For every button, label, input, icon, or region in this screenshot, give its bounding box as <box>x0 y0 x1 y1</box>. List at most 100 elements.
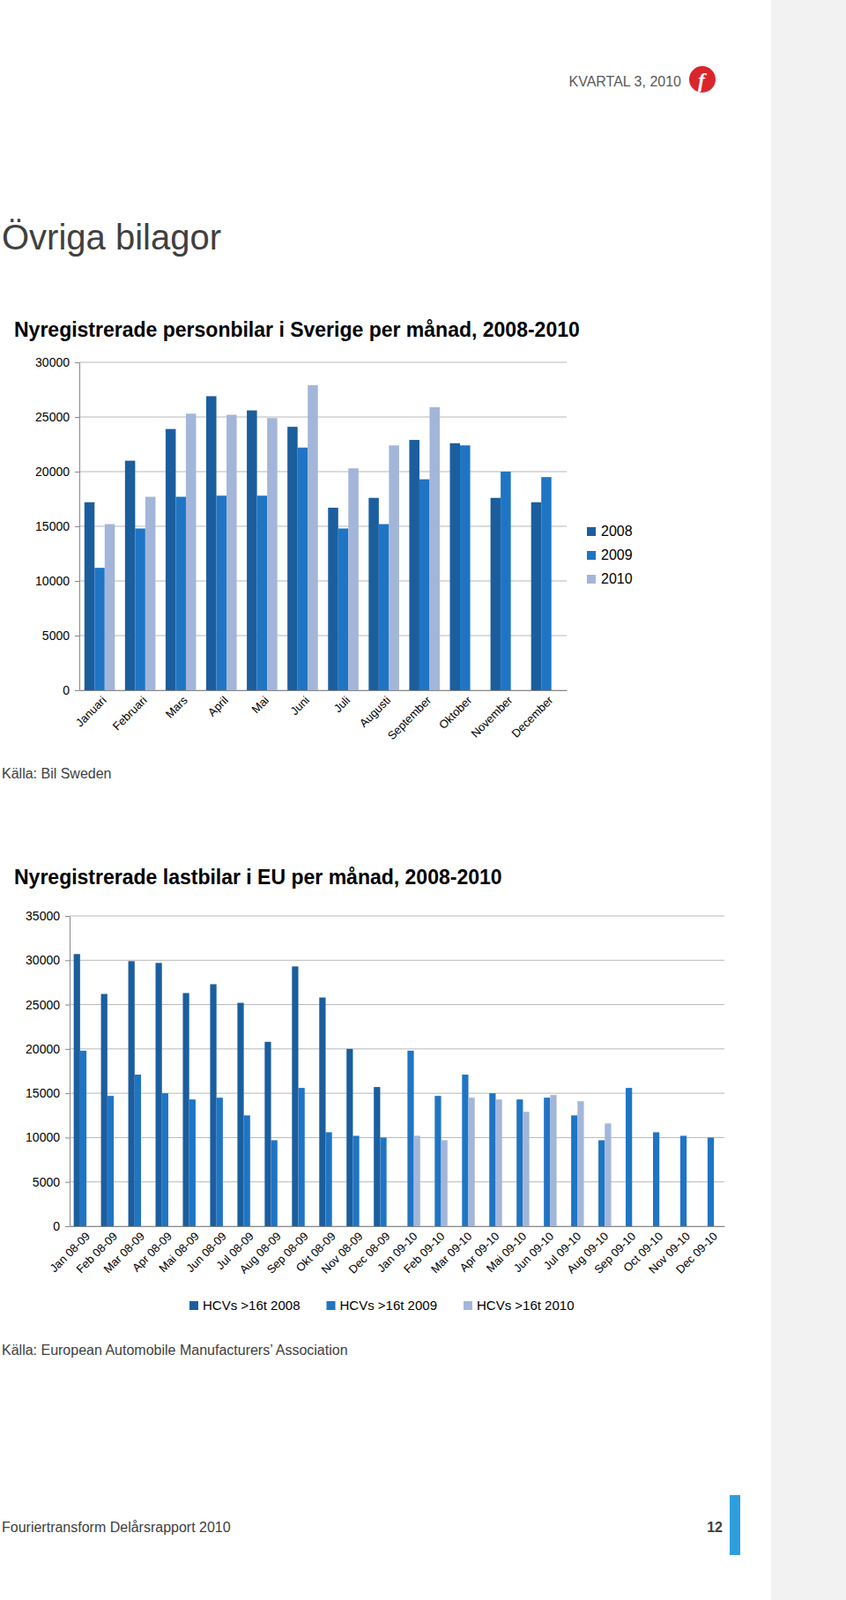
bar <box>226 415 238 691</box>
bar <box>604 1122 611 1226</box>
chart: Nyregistrerade lastbilar i EU per månad,… <box>1 865 726 1358</box>
page-svg: KVARTAL 3, 2010fÖvriga bilagorNyregistre… <box>0 0 846 1600</box>
axis-line <box>70 1225 726 1227</box>
bar <box>101 994 108 1226</box>
tick-label: 35000 <box>25 908 60 923</box>
bar <box>348 467 359 691</box>
source: Källa: Bil Sweden <box>1 765 112 781</box>
bar <box>653 1131 660 1226</box>
tick-label: 10000 <box>25 1129 60 1144</box>
bar <box>500 471 512 691</box>
tick: Augusti <box>356 693 394 730</box>
legend: 200820092010 <box>586 523 633 587</box>
x-axis: JanuariFebruariMarsAprilMaiJuniJuliAugus… <box>73 690 568 743</box>
tick: Juni <box>288 693 313 719</box>
tick-label: 15000 <box>35 519 70 534</box>
legend-swatch <box>586 550 596 560</box>
tick-label: 25000 <box>35 409 70 424</box>
series <box>80 1050 714 1226</box>
tick: Dec 09-10 <box>673 1229 720 1277</box>
bar <box>287 426 298 691</box>
page-number: 12 <box>706 1519 723 1535</box>
bars <box>84 385 552 691</box>
grid-line <box>79 471 567 473</box>
bar <box>549 1094 557 1226</box>
tick-mark <box>74 690 80 691</box>
logo-text: f <box>697 68 707 92</box>
bar <box>216 1097 223 1226</box>
tick: 30000 <box>25 952 70 967</box>
bar <box>267 417 278 691</box>
bar <box>373 1086 380 1226</box>
bar <box>429 407 440 691</box>
tick: 25000 <box>35 409 80 424</box>
legend-label: 2009 <box>601 547 633 563</box>
tick-label: 5000 <box>42 628 70 643</box>
bar <box>246 410 258 691</box>
bar <box>461 1074 468 1226</box>
bar <box>307 385 319 691</box>
tick-label: December <box>508 692 556 740</box>
bar <box>388 445 400 691</box>
bar <box>162 1092 169 1226</box>
bar <box>541 476 552 691</box>
bar <box>495 1098 502 1226</box>
bar <box>216 495 228 691</box>
tick-mark <box>65 915 70 917</box>
tick-mark <box>74 526 80 527</box>
bar <box>531 502 542 691</box>
tick: 20000 <box>25 1041 70 1056</box>
tick-label: Mars <box>163 692 191 720</box>
tick: 10000 <box>25 1129 70 1144</box>
tick: 0 <box>52 1218 70 1233</box>
tick: December <box>508 692 556 740</box>
grid <box>79 362 567 691</box>
axis-line <box>79 363 81 691</box>
legend-label: HCVs >16t 2010 <box>476 1297 575 1313</box>
tick-mark <box>74 416 80 418</box>
bar <box>490 497 502 691</box>
tick-label: Juli <box>331 693 353 715</box>
tick-label: April <box>205 693 231 720</box>
tick-label: 10000 <box>35 573 70 588</box>
bar <box>319 997 326 1226</box>
tick-label: 0 <box>52 1218 60 1233</box>
bar <box>298 1087 305 1226</box>
tick-mark <box>74 362 80 364</box>
grid <box>69 915 725 1226</box>
header-text: KVARTAL 3, 2010 <box>569 74 683 90</box>
grid-line <box>69 1047 725 1049</box>
bar <box>104 524 116 691</box>
bar <box>175 497 186 691</box>
axis-line <box>69 916 71 1227</box>
tick-label: Augusti <box>356 693 394 730</box>
y-axis: 05000100001500020000250003000035000 <box>25 908 70 1233</box>
tick-mark <box>65 1136 70 1138</box>
bar <box>571 1114 578 1226</box>
tick: 0 <box>62 682 80 698</box>
legend-label: HCVs >16t 2008 <box>202 1297 301 1313</box>
bar <box>543 1097 550 1226</box>
legend-label: 2010 <box>601 571 633 587</box>
bar <box>84 502 96 691</box>
bar <box>257 495 268 691</box>
tick: Mai <box>248 693 271 716</box>
bar <box>107 1095 114 1226</box>
bar <box>460 445 471 691</box>
tick-mark <box>65 1225 70 1227</box>
tick-label: Mai <box>248 693 271 716</box>
bar <box>325 1131 332 1226</box>
tick-label: Dec 09-10 <box>673 1229 720 1277</box>
bars <box>74 953 714 1226</box>
bar <box>625 1087 632 1226</box>
chart-title: Nyregistrerade personbilar i Sverige per… <box>14 318 580 342</box>
tick-mark <box>74 635 80 637</box>
tick-label: Juni <box>288 693 313 719</box>
grid-line <box>69 959 725 961</box>
side-strip <box>771 0 846 1600</box>
bar <box>94 567 105 691</box>
background <box>0 0 846 1600</box>
bar <box>352 1135 359 1226</box>
tick-mark <box>65 1048 70 1050</box>
tick-label: 30000 <box>25 952 60 967</box>
